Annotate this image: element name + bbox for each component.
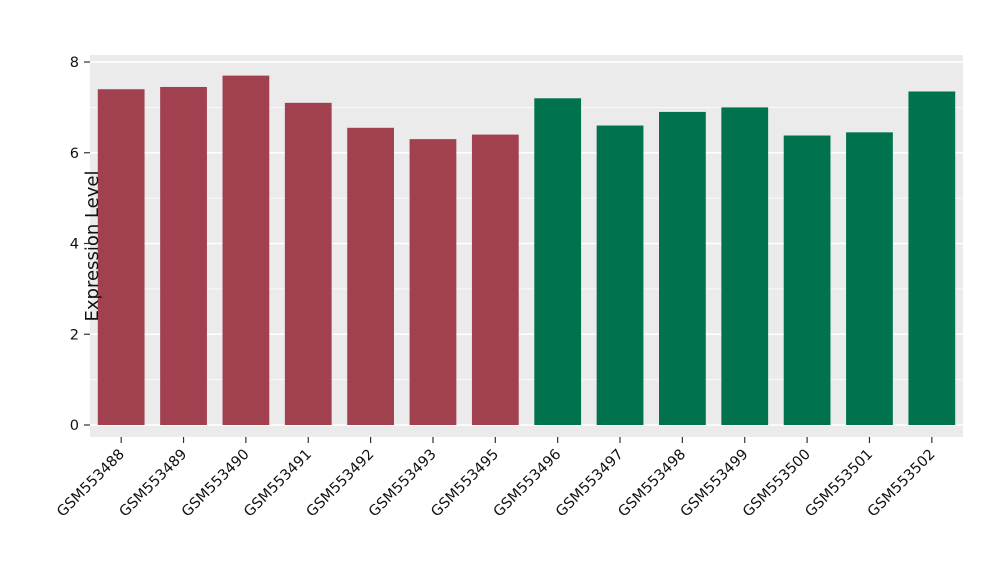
y-tick-label: 2 <box>70 327 79 343</box>
bar <box>596 125 644 426</box>
bar <box>908 91 956 426</box>
bar <box>846 132 893 426</box>
bar <box>347 127 394 425</box>
bar <box>284 102 332 426</box>
y-tick-label: 6 <box>70 146 79 162</box>
y-tick-label: 0 <box>70 418 79 434</box>
y-axis-label: Expression Level <box>82 171 103 322</box>
y-tick-label: 4 <box>70 237 79 253</box>
bar <box>471 134 519 425</box>
y-tick-label: 8 <box>70 55 79 71</box>
bar <box>97 89 145 425</box>
bar <box>409 139 457 425</box>
bar <box>721 107 769 425</box>
bar <box>783 135 831 425</box>
bar <box>534 98 582 426</box>
bar <box>659 111 706 425</box>
bar <box>222 75 270 426</box>
bar <box>160 86 207 426</box>
